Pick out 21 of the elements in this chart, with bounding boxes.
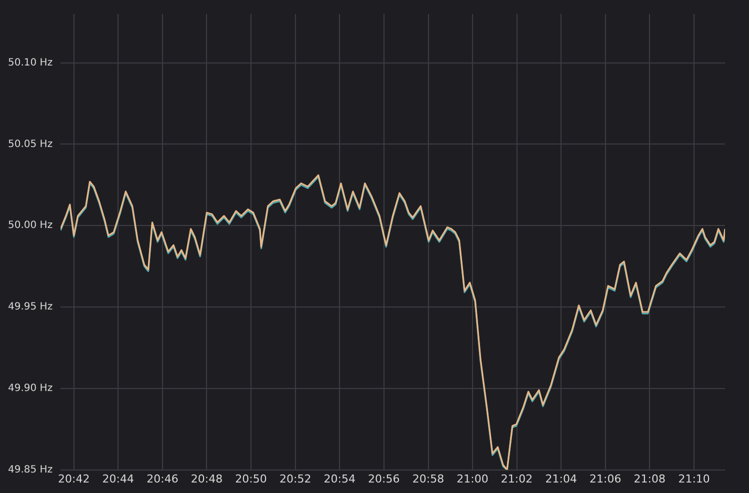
x-tick-label: 20:46 xyxy=(146,472,178,486)
x-tick-label: 20:50 xyxy=(235,472,267,486)
x-tick-label: 21:10 xyxy=(678,472,710,486)
y-tick-label: 50.00 Hz xyxy=(8,220,53,232)
x-tick-label: 21:00 xyxy=(456,472,488,486)
x-tick-label: 20:42 xyxy=(58,472,90,486)
x-tick-label: 20:58 xyxy=(412,472,444,486)
y-tick-label: 49.85 Hz xyxy=(8,464,53,476)
x-tick-label: 20:52 xyxy=(280,472,312,486)
x-tick-label: 21:04 xyxy=(545,472,578,486)
x-tick-label: 20:44 xyxy=(102,472,134,486)
x-tick-label: 21:08 xyxy=(634,472,666,486)
x-tick-label: 21:02 xyxy=(500,472,533,486)
y-tick-label: 49.95 Hz xyxy=(8,302,53,313)
x-tick-label: 20:56 xyxy=(368,472,400,486)
x-tick-label: 20:54 xyxy=(324,472,356,486)
y-tick-label: 50.10 Hz xyxy=(8,57,53,68)
x-tick-label: 21:06 xyxy=(590,472,622,486)
y-tick-label: 49.90 Hz xyxy=(8,383,53,394)
y-tick-label: 50.05 Hz xyxy=(8,138,53,150)
x-tick-label: 20:48 xyxy=(190,472,223,486)
